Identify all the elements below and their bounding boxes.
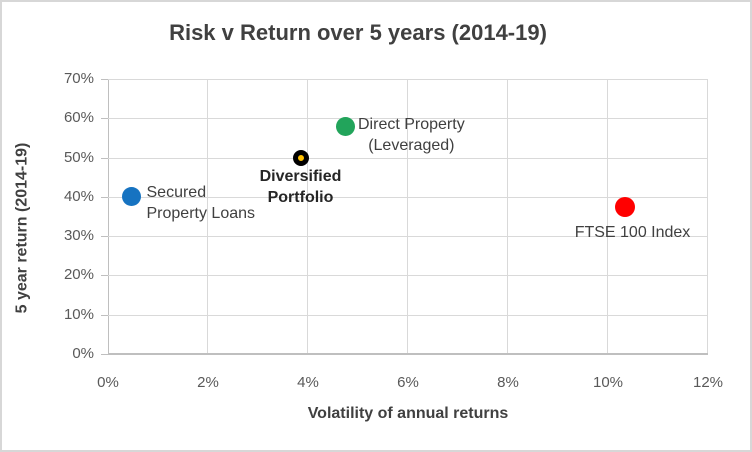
gridline-vertical	[607, 79, 608, 354]
y-tick-label: 10%	[63, 305, 94, 323]
gridline-horizontal	[108, 236, 708, 238]
chart-title: Risk v Return over 5 years (2014-19)	[169, 20, 547, 45]
gridline-horizontal	[108, 275, 708, 277]
x-tick-label: 2%	[197, 374, 219, 391]
data-point-ftse-100-index-label: FTSE 100 Index	[574, 223, 691, 241]
x-tick-label: 0%	[97, 374, 119, 391]
gridline-horizontal	[108, 157, 708, 159]
y-axis-tick	[101, 157, 108, 159]
gridline-horizontal	[108, 196, 708, 198]
gridline-vertical	[707, 79, 708, 354]
y-axis-tick	[101, 354, 108, 355]
gridline-vertical	[407, 79, 408, 354]
y-tick-label: 20%	[63, 266, 94, 284]
y-axis-tick	[101, 275, 108, 277]
y-axis-tick	[101, 79, 108, 80]
y-axis-tick	[101, 196, 108, 198]
x-tick-label: 4%	[297, 374, 319, 391]
data-point-direct-property-leveraged-label: Direct Property (Leveraged)	[358, 116, 465, 155]
data-point-direct-property-leveraged	[335, 116, 355, 136]
gridline-vertical	[507, 79, 508, 354]
y-axis-tick	[101, 236, 108, 238]
y-axis-tick	[101, 118, 108, 120]
gridline-vertical	[207, 79, 208, 354]
x-axis-title: Volatility of annual returns	[307, 405, 509, 422]
x-tick-label: 8%	[497, 374, 519, 391]
data-point-ftse-100-index	[614, 196, 635, 217]
y-tick-label: 0%	[72, 345, 94, 362]
y-axis-tick	[101, 314, 108, 316]
y-tick-label: 30%	[63, 227, 94, 245]
x-tick-label: 12%	[692, 374, 724, 391]
gridline-horizontal	[108, 118, 708, 120]
x-tick-label: 6%	[397, 374, 419, 391]
gridline-horizontal	[108, 353, 708, 355]
data-point-diversified-portfolio-label: Diversified Portfolio	[259, 167, 342, 206]
data-point-secured-property-loans-label: Secured Property Loans	[146, 183, 256, 222]
gridline-horizontal	[108, 314, 708, 316]
y-axis-title: 5 year return (2014-19)	[13, 142, 31, 314]
plot-area: 0% 2% 4% 6% 8% 10% 12% 0% 10% 20% 30% 40% 50% 60% 70% S…	[64, 71, 723, 391]
gridline-vertical	[307, 79, 308, 354]
y-tick-label: 40%	[63, 187, 94, 205]
data-point-diversified-portfolio	[292, 149, 309, 166]
gridline-horizontal	[108, 79, 708, 80]
y-tick-label: 50%	[63, 148, 94, 166]
y-tick-label: 60%	[63, 109, 94, 127]
data-point-secured-property-loans	[122, 187, 141, 207]
gridline-vertical	[108, 79, 109, 354]
y-tick-label: 70%	[63, 70, 94, 87]
x-tick-label: 10%	[592, 374, 624, 391]
